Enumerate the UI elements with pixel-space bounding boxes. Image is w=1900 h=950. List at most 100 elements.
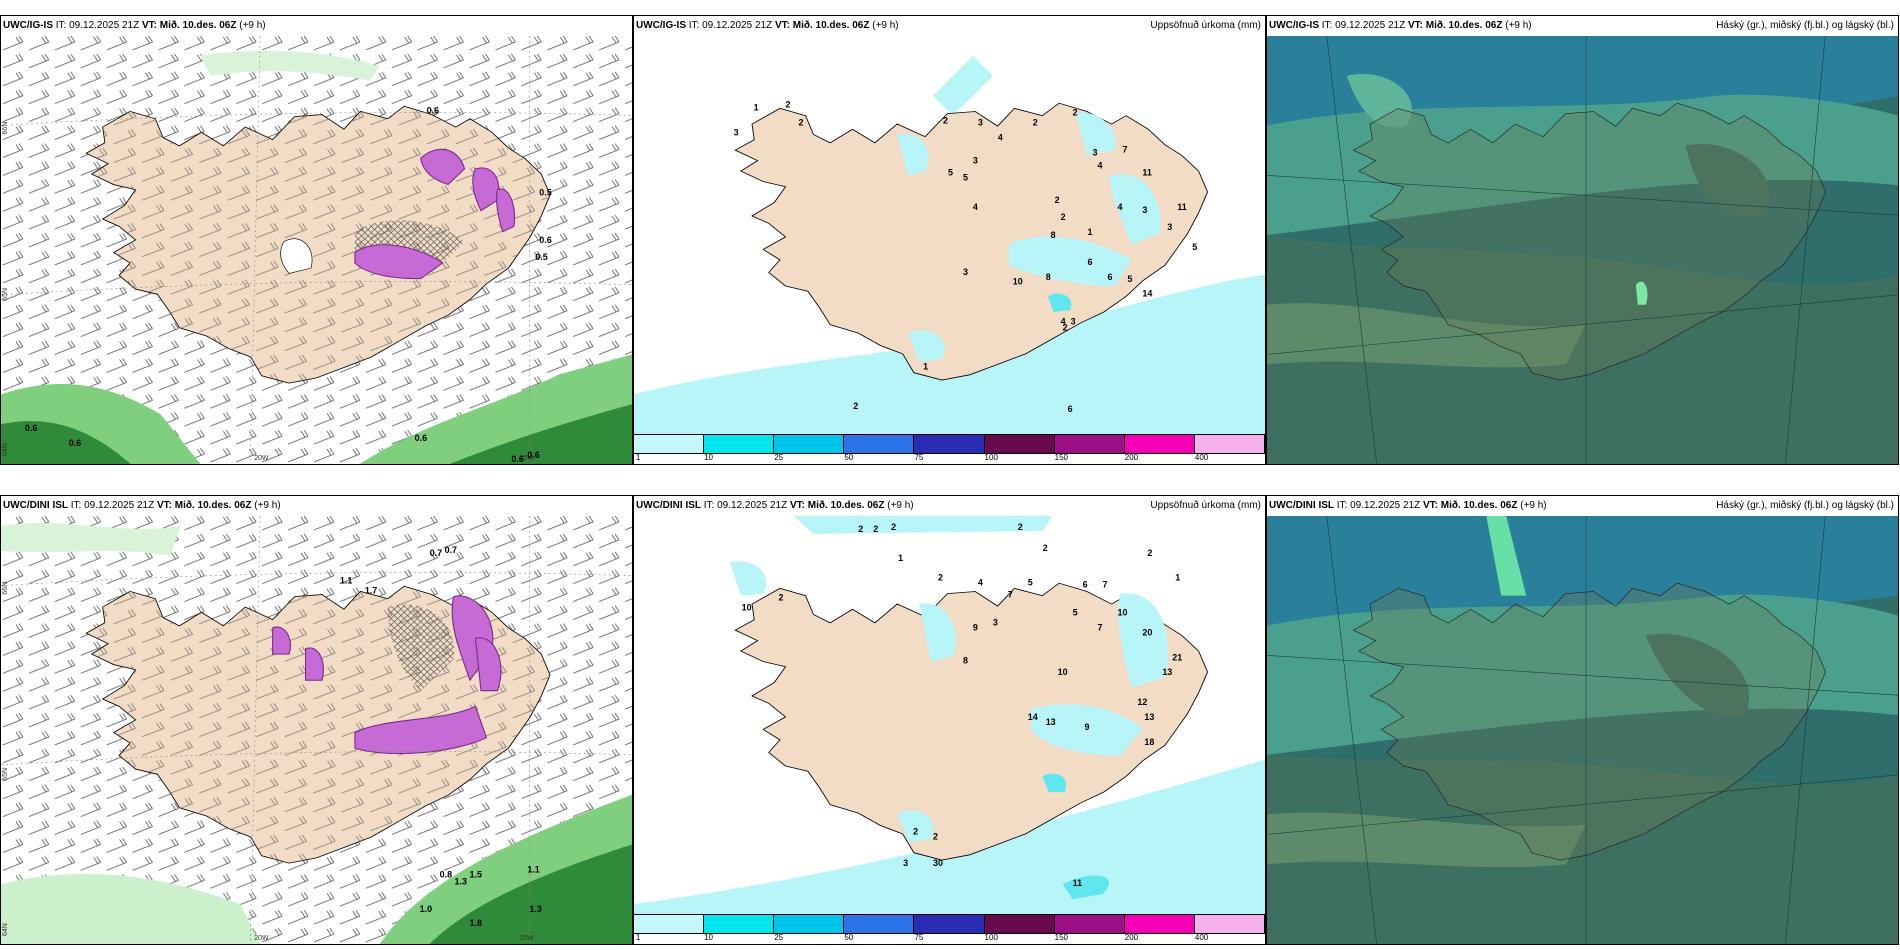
value-label: 13 <box>1046 717 1056 727</box>
legend-tick: 400 <box>1194 453 1209 462</box>
lead-time: (+9 h) <box>239 20 266 31</box>
value-label: 2 <box>938 573 943 583</box>
value-label: 6 <box>1068 404 1073 414</box>
legend-tick: 50 <box>844 453 854 462</box>
lead-time: (+9 h) <box>887 500 914 511</box>
value-label: 3 <box>1167 222 1172 232</box>
value-label: 2 <box>873 524 878 534</box>
grid-label-64n: 64N <box>2 443 9 456</box>
legend-tick: 10 <box>704 453 714 462</box>
value-label: 6 <box>1107 272 1112 282</box>
value-label: 2 <box>779 593 784 603</box>
init-time: IT: 09.12.2025 21Z <box>1336 500 1421 511</box>
legend-swatch <box>774 915 845 933</box>
model-name: UWC/IG-IS <box>3 20 53 31</box>
grid-label-65n: 65N <box>2 768 9 781</box>
value-label: 4 <box>1117 202 1122 212</box>
panel-bottom-left: UWC/DINI ISL IT: 09.12.2025 21Z VT: Mið.… <box>0 495 633 945</box>
value-label: 3 <box>903 858 908 868</box>
value-label: 2 <box>1063 323 1068 333</box>
legend-swatch <box>774 435 845 453</box>
grid-lines <box>1 36 632 464</box>
value-label: 4 <box>978 578 983 588</box>
legend-swatch <box>984 915 1055 933</box>
init-time: IT: 09.12.2025 21Z <box>70 500 155 511</box>
panel-top-middle: UWC/IG-IS IT: 09.12.2025 21Z VT: Mið. 10… <box>633 15 1266 465</box>
panel-title: Uppsöfnuð úrkoma (mm) <box>1150 20 1261 31</box>
legend-tick: 25 <box>774 933 784 942</box>
value-label: 14 <box>1028 712 1038 722</box>
value-label: 1 <box>1175 573 1180 583</box>
grid-label-20w: 20W <box>254 455 269 462</box>
value-label: 0.8 <box>440 869 452 879</box>
value-label: 2 <box>1033 118 1038 128</box>
value-label: 0.6 <box>427 106 439 116</box>
value-label: 10 <box>742 603 752 613</box>
panel-bottom-right: UWC/DINI ISL IT: 09.12.2025 21Z VT: Mið.… <box>1266 495 1899 945</box>
value-label: 11 <box>1142 167 1151 177</box>
value-label: 2 <box>1073 108 1078 118</box>
value-label: 0.6 <box>511 454 523 464</box>
value-label: 10 <box>1117 608 1127 618</box>
value-label: 3 <box>1071 317 1076 327</box>
init-time: IT: 09.12.2025 21Z <box>688 20 773 31</box>
valid-time: VT: Mið. 10.des. 06Z <box>774 20 870 31</box>
value-label: 9 <box>1085 722 1090 732</box>
value-label: 0.6 <box>539 235 551 245</box>
panel-header: UWC/IG-IS IT: 09.12.2025 21Z VT: Mið. 10… <box>1 16 632 36</box>
value-label: 14 <box>1142 289 1152 299</box>
value-label: 8 <box>963 655 968 665</box>
panel-title: Háský (gr.), miðský (fj.bl.) og lágský (… <box>1716 20 1894 31</box>
grid-label-64n: 64N <box>2 923 9 936</box>
value-label: 5 <box>1127 274 1132 284</box>
grid-label-65n: 65N <box>2 288 9 301</box>
valid-time: VT: Mið. 10.des. 06Z <box>1422 500 1518 511</box>
grid-label-15w: 15W <box>519 455 534 462</box>
legend-tick: 200 <box>1124 453 1139 462</box>
value-label: 10 <box>1058 667 1068 677</box>
value-label: 2 <box>933 831 938 841</box>
init-time: IT: 09.12.2025 21Z <box>55 20 140 31</box>
value-label: 0.7 <box>430 548 442 558</box>
model-name: UWC/IG-IS <box>636 20 686 31</box>
valid-time: VT: Mið. 10.des. 06Z <box>141 20 237 31</box>
value-label: 8 <box>1046 272 1051 282</box>
value-label: 3 <box>993 617 998 627</box>
legend-tick: 150 <box>1054 933 1069 942</box>
legend-swatch <box>704 435 775 453</box>
value-label: 2 <box>913 826 918 836</box>
legend-tick: 25 <box>774 453 784 462</box>
value-label: 1.3 <box>529 904 541 914</box>
value-label: 2 <box>1018 522 1023 532</box>
panel-header: UWC/DINI ISL IT: 09.12.2025 21Z VT: Mið.… <box>1 496 632 516</box>
model-name: UWC/DINI ISL <box>636 500 701 511</box>
value-label: 2 <box>858 524 863 534</box>
value-label: 11 <box>1073 878 1082 888</box>
value-label: 3 <box>1093 147 1098 157</box>
legend-tick: 1 <box>635 933 641 942</box>
legend-tick: 400 <box>1194 933 1209 942</box>
value-label: 1.7 <box>365 586 377 596</box>
value-label: 0.6 <box>25 423 37 433</box>
value-label: 2 <box>1147 548 1152 558</box>
precip-legend: 1 10 25 50 75 100 150 200 400 <box>634 434 1265 464</box>
value-label: 0.5 <box>535 252 547 262</box>
init-time: IT: 09.12.2025 21Z <box>703 500 788 511</box>
legend-swatch <box>1194 915 1265 933</box>
value-label: 12 <box>1137 697 1147 707</box>
value-label: 4 <box>1098 160 1103 170</box>
legend-tick: 10 <box>704 933 714 942</box>
value-label: 3 <box>963 267 968 277</box>
value-label: 8 <box>1051 230 1056 240</box>
panel-bottom-middle: UWC/DINI ISL IT: 09.12.2025 21Z VT: Mið.… <box>633 495 1266 945</box>
value-label: 2 <box>1043 543 1048 553</box>
value-label: 0.5 <box>539 187 551 197</box>
panel-header: UWC/DINI ISL IT: 09.12.2025 21Z VT: Mið.… <box>1267 496 1898 516</box>
legend-swatch <box>1054 435 1125 453</box>
legend-swatch <box>1124 915 1195 933</box>
value-label: 2 <box>1061 212 1066 222</box>
lead-time: (+9 h) <box>1505 20 1532 31</box>
grid-label-66n: 66N <box>2 122 9 135</box>
legend-tick: 1 <box>635 453 641 462</box>
value-label: 5 <box>963 172 968 182</box>
